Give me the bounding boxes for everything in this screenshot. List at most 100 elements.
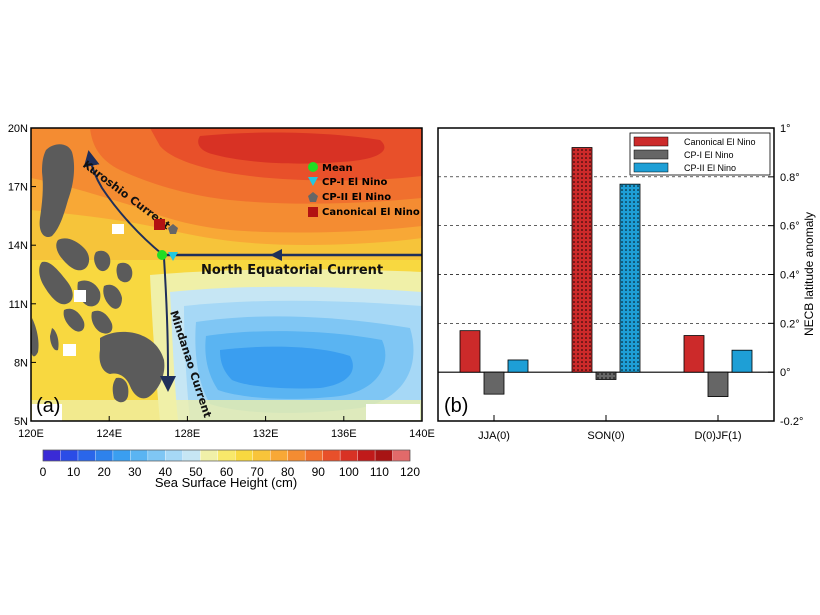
- cp1-marker: [168, 252, 178, 261]
- map-frame: [30, 127, 423, 422]
- y-axis-title: NECB latitude anomaly: [802, 212, 816, 336]
- colorbar-swatch: [269, 449, 289, 462]
- colorbar-swatch: [165, 449, 184, 462]
- colorbar-tick-label: 60: [220, 465, 234, 479]
- lon-tick-label: 128E: [175, 428, 201, 440]
- y-tick-label: 0.2°: [780, 318, 800, 330]
- bar-hatch: [596, 372, 616, 380]
- bar-hatch: [572, 147, 592, 373]
- y-axis: -0.2° 0° 0.2° 0.4° 0.6° 0.8° 1°: [768, 123, 803, 428]
- colorbar-swatch: [130, 449, 149, 462]
- mindanao-current-arrow: [160, 257, 176, 392]
- colorbar-swatch: [252, 449, 271, 462]
- colorbar-swatch: [42, 449, 61, 462]
- colorbar-tick-label: 100: [339, 465, 359, 479]
- colorbar-swatch: [374, 449, 394, 462]
- no-data-patches: [32, 224, 420, 421]
- ssh-map-panel: Kuroshio Current Mindanao Current North …: [8, 123, 435, 440]
- colorbar-swatch: [200, 449, 219, 462]
- colorbar-swatch: [112, 449, 131, 462]
- legend-cp2-icon: [308, 192, 318, 202]
- bar-hatch: [620, 184, 640, 373]
- lon-tick-label: 136E: [331, 428, 357, 440]
- y-tick-label: 0.6°: [780, 221, 800, 233]
- legend-swatch: [633, 136, 669, 147]
- bar: [507, 359, 529, 373]
- legend-label: Canonical El Nino: [684, 137, 756, 147]
- colorbar-tick-label: 120: [400, 465, 420, 479]
- x-axis: JJA(0) SON(0) D(0)JF(1): [478, 415, 742, 442]
- y-tick-label: 1°: [780, 123, 791, 135]
- colorbar-swatch: [95, 449, 114, 462]
- bar: [683, 335, 705, 373]
- lat-tick-label: 8N: [14, 357, 28, 369]
- legend-cp1-icon: [308, 177, 318, 186]
- legend-label: CP-I El Nino: [684, 150, 734, 160]
- colorbar-swatch: [304, 449, 324, 462]
- lon-tick-label: 120E: [18, 428, 44, 440]
- bar: [483, 371, 505, 395]
- colorbar: 0 10 20 30 40 50 60 70 80 90 100 110 120: [40, 449, 420, 479]
- lat-tick-label: 20N: [8, 123, 28, 135]
- legend-cp2: CP-II El Nino: [322, 192, 391, 203]
- colorbar-title: Sea Surface Height (cm): [155, 475, 297, 490]
- colorbar-swatch: [339, 449, 359, 462]
- legend-canonical: Canonical El Nino: [322, 207, 420, 218]
- legend-swatch: [633, 162, 669, 173]
- colorbar-frame: [42, 449, 411, 462]
- y-tick-label: 0°: [780, 367, 791, 379]
- lon-tick-label: 140E: [409, 428, 435, 440]
- colorbar-tick-label: 50: [189, 465, 203, 479]
- lon-tick-label: 132E: [253, 428, 279, 440]
- bar: [731, 349, 753, 373]
- legend-mean-icon: [308, 162, 318, 172]
- legend-label: CP-II El Nino: [684, 163, 736, 173]
- lat-tick-label: 5N: [14, 416, 28, 428]
- legend-cp1: CP-I El Nino: [322, 177, 388, 188]
- necur-label: North Equatorial Current: [201, 263, 383, 278]
- colorbar-tick-label: 90: [312, 465, 326, 479]
- lat-tick-label: 11N: [9, 299, 28, 311]
- colorbar-swatch: [60, 449, 79, 462]
- map-legend: Mean CP-I El Nino CP-II El Nino Canonica…: [308, 162, 420, 218]
- colorbar-swatch: [235, 449, 254, 462]
- x-tick-label: SON(0): [587, 430, 624, 442]
- chart-legend: Canonical El Nino CP-I El Nino CP-II El Ni…: [629, 132, 771, 176]
- colorbar-swatch: [392, 449, 411, 462]
- bar: [459, 330, 481, 373]
- colorbar-tick-label: 0: [40, 465, 47, 479]
- colorbar-swatch: [357, 449, 376, 462]
- colorbar-swatch: [147, 449, 166, 462]
- panel-a-label: (a): [36, 395, 60, 417]
- colorbar-swatch: [287, 449, 306, 462]
- colorbar-tick-label: 20: [97, 465, 111, 479]
- bars: [459, 147, 753, 397]
- bar: [707, 371, 729, 397]
- legend-canonical-icon: [308, 207, 318, 217]
- necur-arrowhead-icon: [270, 249, 282, 261]
- colorbar-tick-label: 80: [281, 465, 295, 479]
- legend-swatch: [633, 149, 669, 160]
- x-tick-label: JJA(0): [478, 430, 510, 442]
- colorbar-swatch: [182, 449, 201, 462]
- colorbar-swatch: [322, 449, 341, 462]
- y-tick-label: 0.4°: [780, 270, 800, 282]
- bar-chart-panel: -0.2° 0° 0.2° 0.4° 0.6° 0.8° 1° JJA(0) SON(0) D(…: [437, 123, 816, 442]
- y-tick-label: -0.2°: [780, 416, 803, 428]
- cp2-marker: [168, 224, 178, 234]
- kuroshio-current-arrow: [83, 150, 163, 255]
- colorbar-tick-label: 110: [370, 465, 389, 479]
- colorbar-tick-label: 40: [159, 465, 173, 479]
- colorbar-tick-label: 10: [67, 465, 81, 479]
- colorbar-swatch: [77, 449, 96, 462]
- ssh-field: [31, 128, 422, 421]
- panel-b-label: (b): [444, 395, 468, 417]
- lat-tick-label: 17N: [8, 182, 28, 194]
- legend-mean: Mean: [322, 163, 353, 174]
- grid: [438, 176, 774, 373]
- lat-tick-label: 14N: [8, 240, 28, 252]
- lon-tick-label: 124E: [96, 428, 122, 440]
- colorbar-tick-label: 30: [128, 465, 142, 479]
- philippines-landmass: [31, 144, 165, 403]
